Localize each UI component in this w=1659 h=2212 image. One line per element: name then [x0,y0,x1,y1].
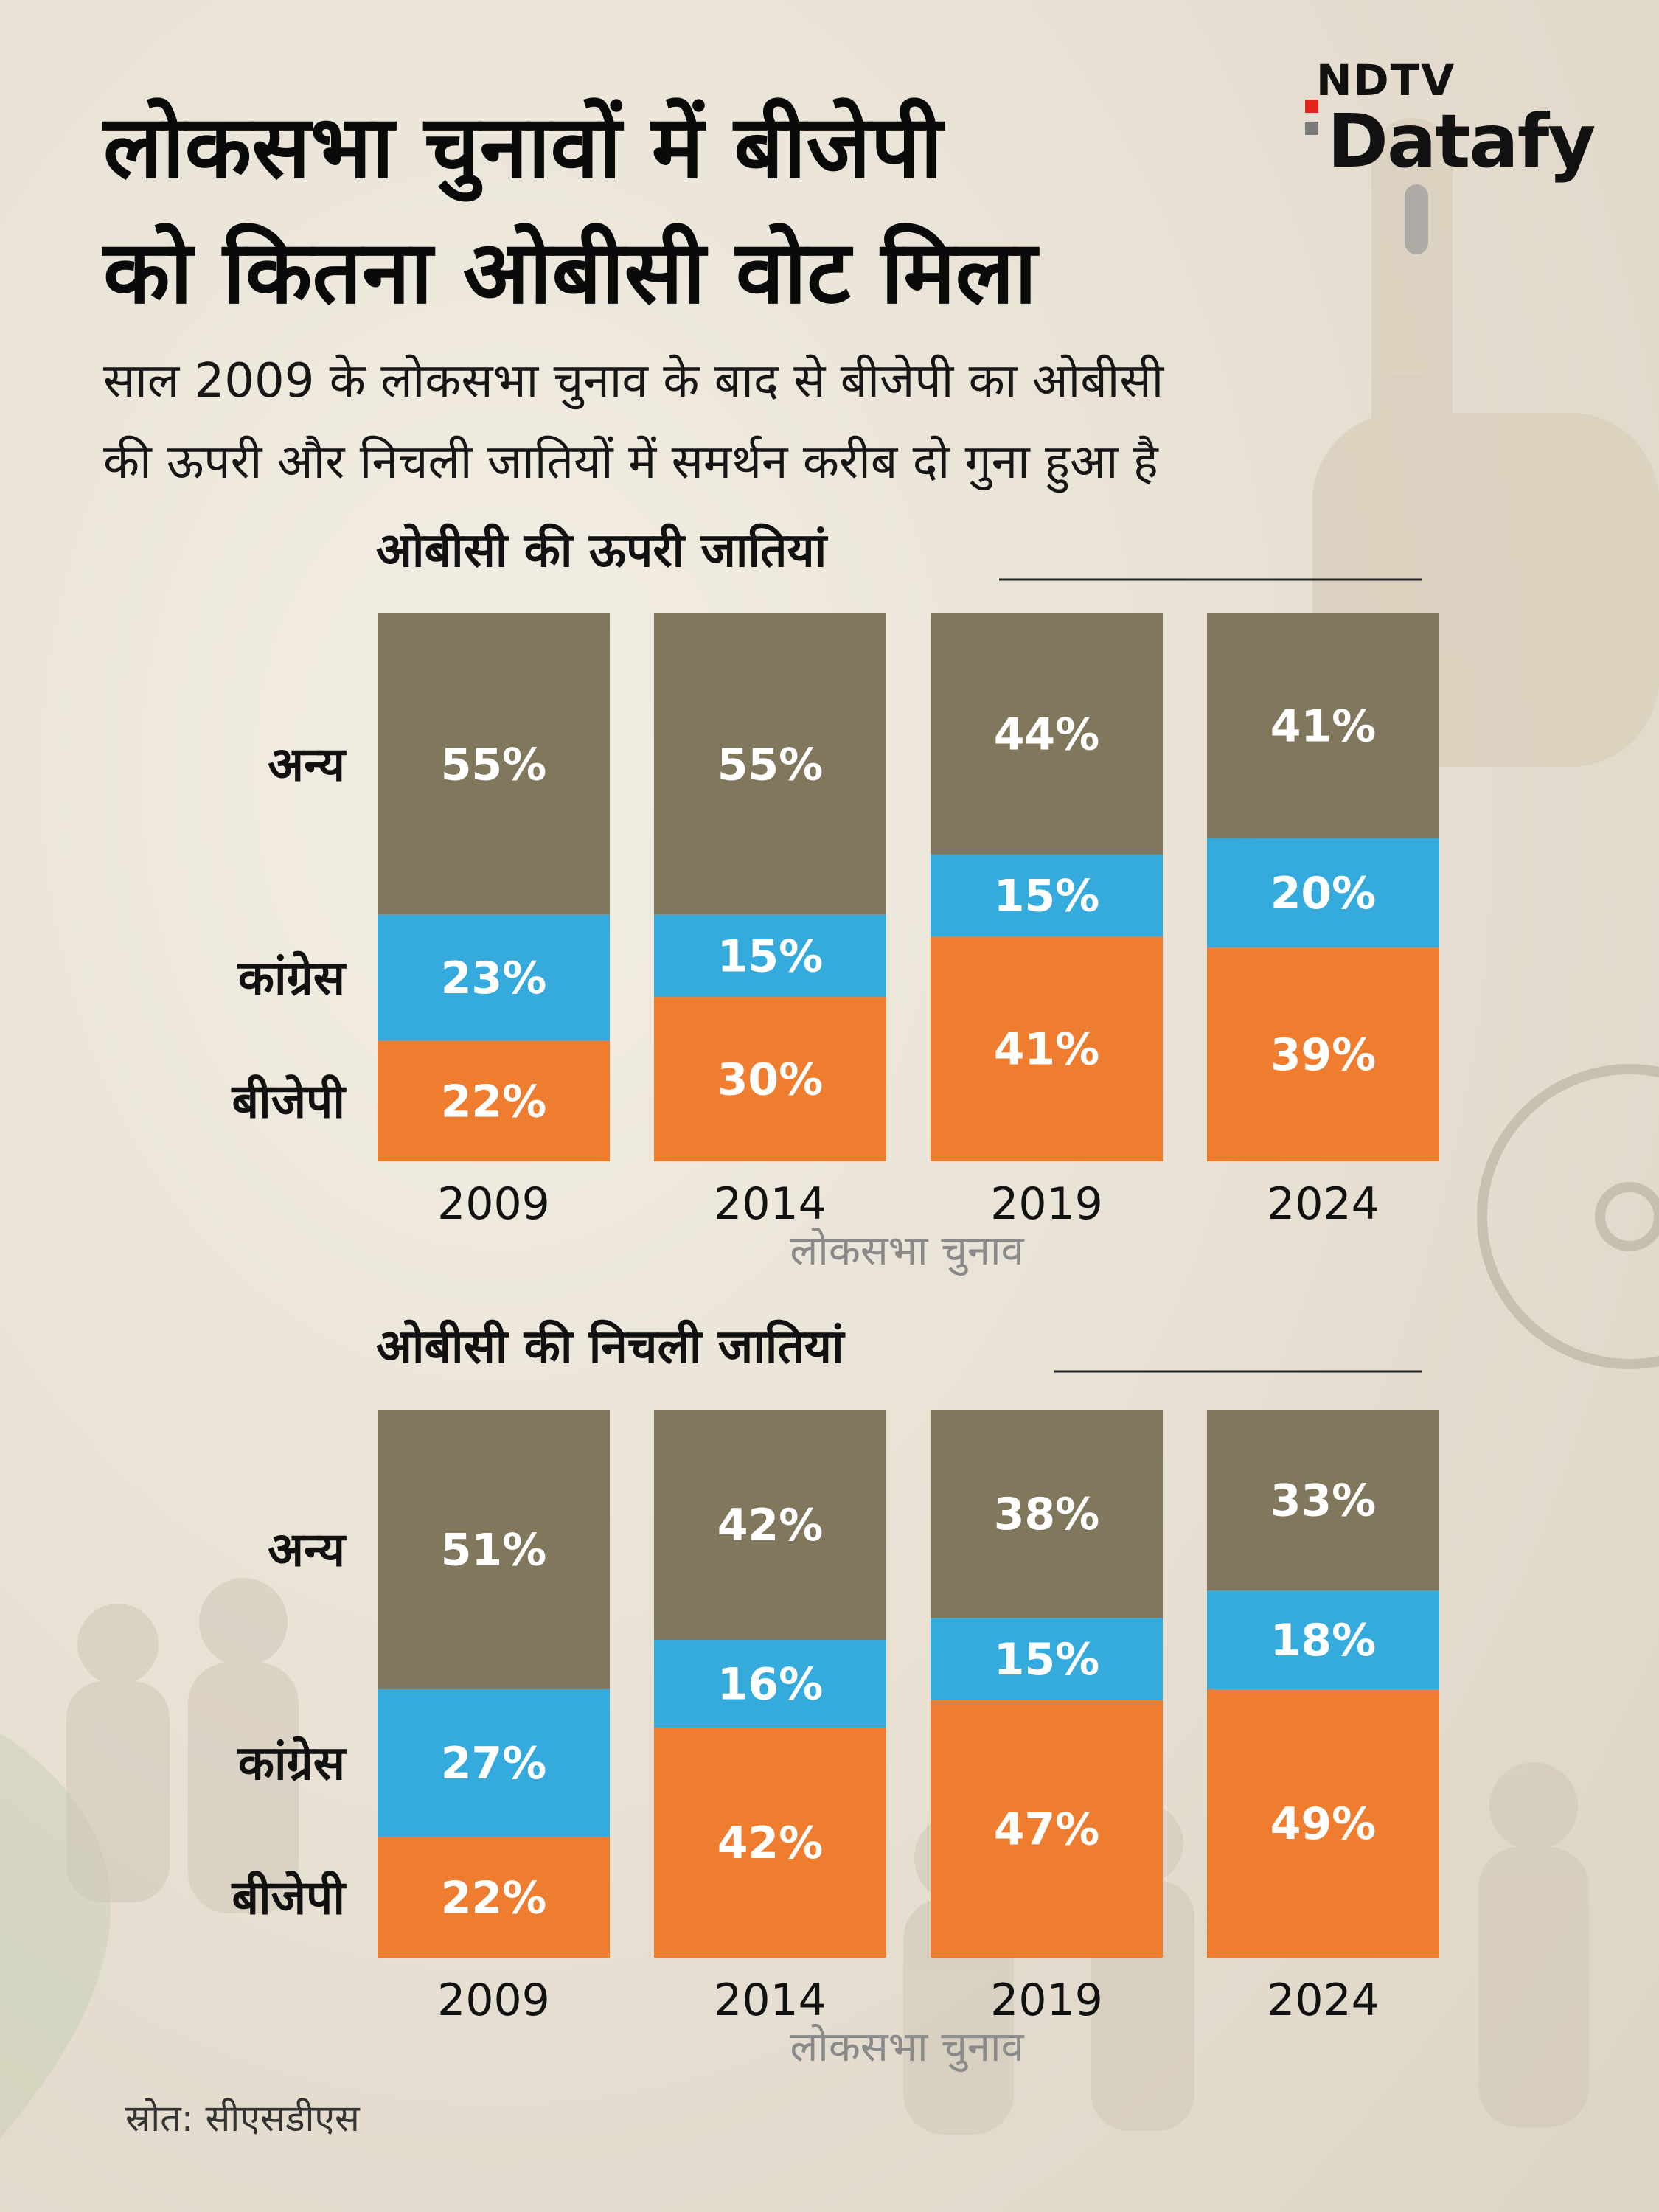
logo-red-square-icon [1305,100,1318,113]
bar-2009-series-1 [378,914,610,1041]
subtitle-line-2: की ऊपरी और निचली जातियों में समर्थन करीब… [103,435,1158,490]
value-label-2024-series-2: 33% [1270,1475,1377,1527]
ink-mark-decor [1405,184,1428,254]
bar-2024-series-2 [1207,1410,1439,1591]
x-tick-2019: 2019 [990,1178,1103,1230]
x-tick-2019: 2019 [990,1975,1103,2026]
value-label-2009-series-1: 23% [441,953,547,1004]
series-labels: बीजेपी कांग्रेस अन्य [231,1523,347,1925]
bar-2024-series-0 [1207,947,1439,1161]
chart-title: ओबीसी की ऊपरी जातियां [376,523,829,578]
series-labels: बीजेपी कांग्रेस अन्य [231,737,347,1129]
bar-2019-series-2 [931,613,1163,855]
series-label-1: कांग्रेस [237,950,347,1006]
value-label-2014-series-0: 42% [717,1818,824,1869]
bar-2009-series-0 [378,1040,610,1161]
series-label-1: कांग्रेस [237,1736,347,1791]
subtitle-line-1: साल 2009 के लोकसभा चुनाव के बाद से बीजेप… [103,354,1164,408]
value-label-2024-series-0: 39% [1270,1029,1377,1081]
chart-obc-upper-castes: ओबीसी की ऊपरी जातियां 22% 23% 55% 30% 15% 55%… [231,523,1439,1276]
value-label-2019-series-2: 44% [994,709,1100,760]
series-label-2: अन्य [268,1523,347,1577]
value-label-2014-series-2: 55% [717,739,824,790]
bar-2014-series-1 [654,914,886,998]
value-label-2009-series-2: 55% [441,739,547,790]
bar-2009-series-2 [378,1410,610,1689]
bar-2014-series-0 [654,1727,886,1958]
x-tick-labels: 2009 2014 2019 2024 [437,1178,1380,1230]
series-label-2: अन्य [268,737,347,792]
logo-datafy-text: Datafy [1327,98,1596,184]
bar-2009-series-0 [378,1837,610,1958]
value-label-2019-series-0: 41% [994,1024,1100,1076]
x-tick-2024: 2024 [1267,1178,1380,1230]
x-tick-2009: 2009 [437,1178,550,1230]
value-label-2019-series-1: 15% [994,1634,1100,1686]
bar-2014-series-0 [654,997,886,1161]
value-label-2009-series-0: 22% [441,1872,547,1924]
value-label-2019-series-1: 15% [994,871,1100,922]
value-label-2014-series-1: 16% [717,1659,824,1711]
value-label-2019-series-2: 38% [994,1489,1100,1540]
x-tick-2024: 2024 [1267,1975,1380,2026]
source-note: स्रोत: सीएसडीएस [125,2097,360,2140]
value-label-2014-series-1: 15% [717,931,824,982]
bar-value-labels: 22% 27% 51% 42% 16% 42% 47% 15% 38% 49% 18% 33% [441,1475,1377,1924]
bar-2019-series-2 [931,1410,1163,1618]
bar-2019-series-0 [931,1700,1163,1958]
series-label-0: बीजेपी [231,1074,347,1129]
series-label-0: बीजेपी [231,1870,347,1925]
bar-2019-series-0 [931,936,1163,1161]
bar-2024-series-1 [1207,1590,1439,1689]
bar-2019-series-1 [931,1618,1163,1700]
page-title-line-2: को कितना ओबीसी वोट मिला [103,221,1037,323]
value-label-2014-series-2: 42% [717,1500,824,1551]
chart-obc-lower-castes: ओबीसी की निचली जातियां 22% 27% 51% 42% 16% 42… [231,1319,1439,2073]
x-tick-2014: 2014 [714,1178,827,1230]
logo-ndtv-text: NDTV [1316,55,1456,105]
bar-2014-series-1 [654,1640,886,1728]
chart-title: ओबीसी की निचली जातियां [376,1319,846,1374]
x-tick-labels: 2009 2014 2019 2024 [437,1975,1380,2026]
value-label-2009-series-2: 51% [441,1524,547,1576]
bar-value-labels: 22% 23% 55% 30% 15% 55% 41% 15% 44% 39% 20% 41% [441,700,1377,1127]
x-axis-label: लोकसभा चुनाव [790,2023,1024,2073]
value-label-2024-series-1: 20% [1270,868,1377,919]
x-tick-2014: 2014 [714,1975,827,2026]
value-label-2014-series-0: 30% [717,1054,824,1106]
bar-group [378,613,1439,1161]
logo-grey-square-icon [1305,122,1318,135]
value-label-2024-series-0: 49% [1270,1798,1377,1850]
bar-2019-series-1 [931,854,1163,937]
value-label-2009-series-1: 27% [441,1738,547,1790]
value-label-2019-series-0: 47% [994,1804,1100,1855]
value-label-2024-series-2: 41% [1270,700,1377,752]
value-label-2024-series-1: 18% [1270,1615,1377,1666]
ashoka-chakra-decor [1477,1064,1659,1369]
bar-2014-series-2 [654,613,886,915]
page-title-line-1: लोकसभा चुनावों में बीजेपी [103,96,943,198]
ndtv-datafy-logo: NDTV Datafy [1305,59,1615,192]
bar-2024-series-1 [1207,838,1439,948]
bar-2009-series-1 [378,1688,610,1837]
bar-2009-series-2 [378,613,610,915]
value-label-2009-series-0: 22% [441,1076,547,1127]
bar-group [378,1410,1439,1958]
bar-2014-series-2 [654,1410,886,1641]
bar-2024-series-2 [1207,613,1439,838]
x-tick-2009: 2009 [437,1975,550,2026]
bar-2024-series-0 [1207,1688,1439,1958]
x-axis-label: लोकसभा चुनाव [790,1227,1024,1276]
